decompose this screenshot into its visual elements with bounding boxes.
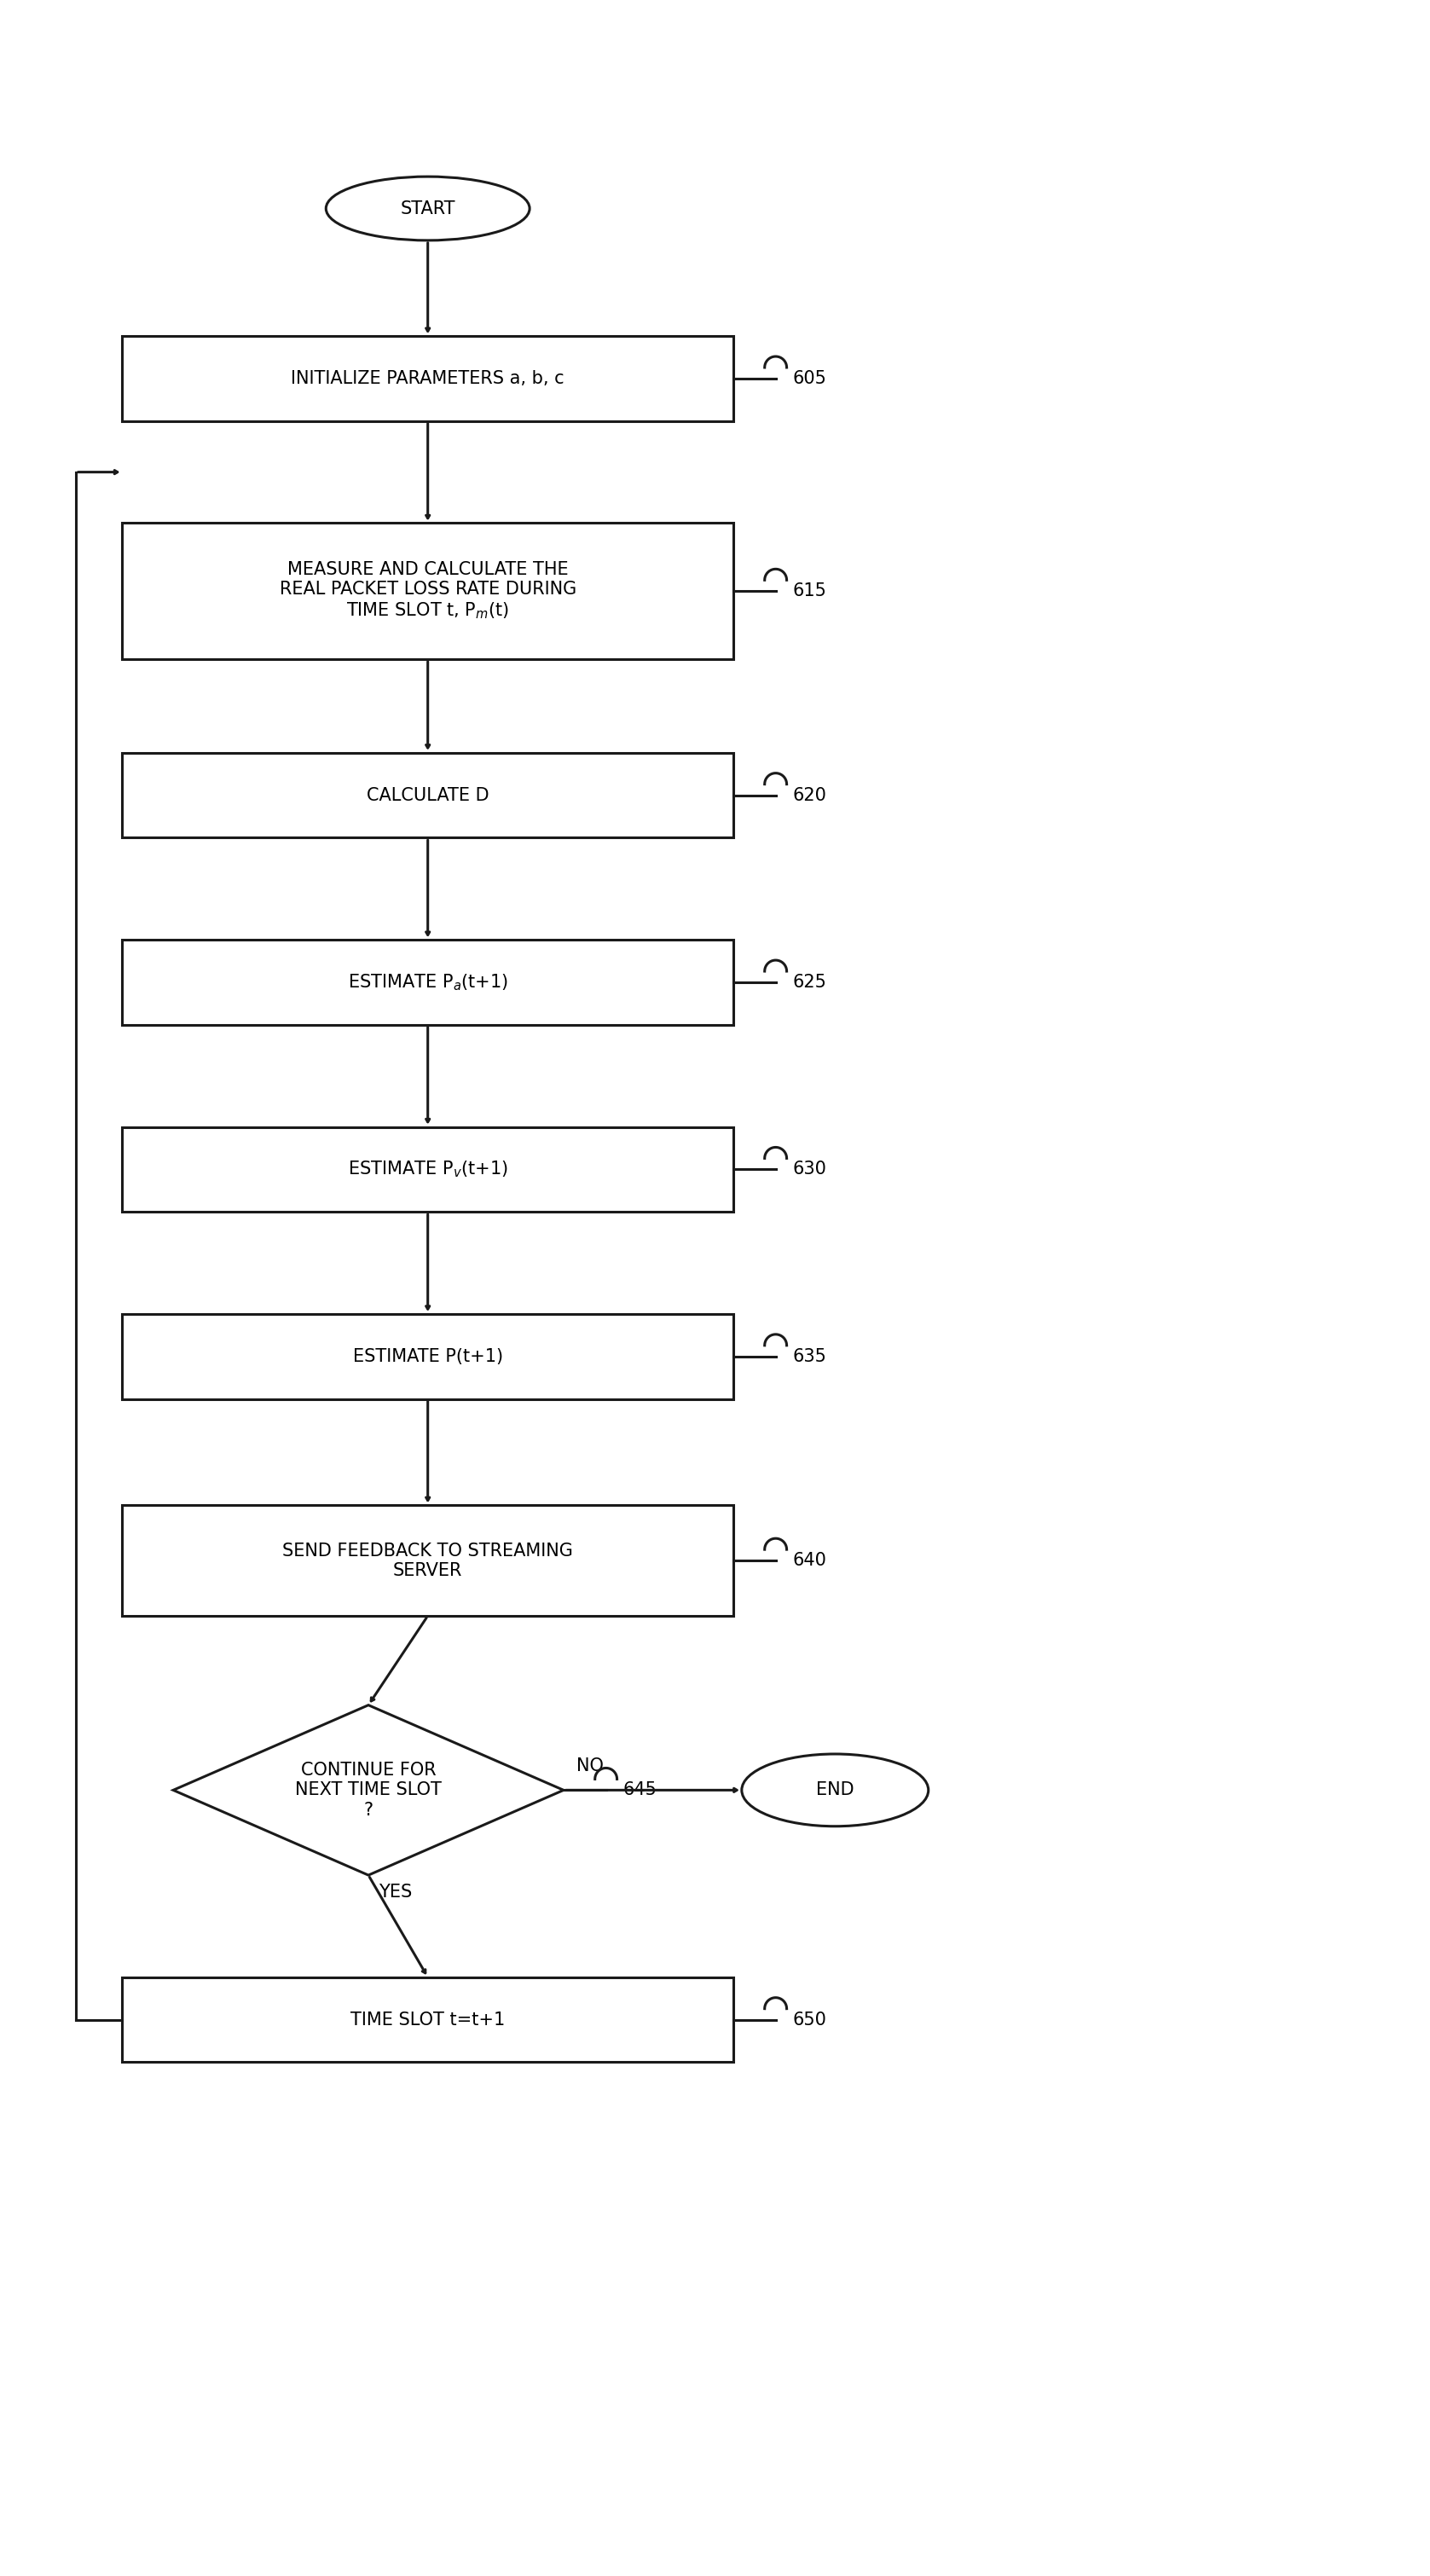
Polygon shape	[173, 1705, 563, 1875]
Text: 650: 650	[792, 2012, 827, 2027]
Bar	[123, 1126, 734, 1211]
Text: 630: 630	[792, 1162, 827, 1177]
Ellipse shape	[326, 178, 529, 240]
Bar	[123, 752, 734, 837]
Text: NO: NO	[576, 1757, 603, 1775]
Text: ESTIMATE P$_v$(t+1): ESTIMATE P$_v$(t+1)	[347, 1159, 508, 1180]
Bar	[123, 1314, 734, 1399]
Text: 645: 645	[623, 1783, 656, 1798]
Text: ESTIMATE P$_a$(t+1): ESTIMATE P$_a$(t+1)	[347, 971, 508, 992]
Text: 635: 635	[792, 1347, 827, 1365]
Text: CALCULATE D: CALCULATE D	[366, 786, 489, 804]
Text: 620: 620	[792, 786, 827, 804]
Text: START: START	[400, 201, 455, 216]
Text: ESTIMATE P(t+1): ESTIMATE P(t+1)	[353, 1347, 503, 1365]
Text: TIME SLOT t=t+1: TIME SLOT t=t+1	[350, 2012, 505, 2027]
Bar	[123, 1978, 734, 2063]
Text: MEASURE AND CALCULATE THE
REAL PACKET LOSS RATE DURING
TIME SLOT t, P$_m$(t): MEASURE AND CALCULATE THE REAL PACKET LO…	[279, 562, 576, 621]
Text: SEND FEEDBACK TO STREAMING
SERVER: SEND FEEDBACK TO STREAMING SERVER	[283, 1543, 573, 1579]
Text: INITIALIZE PARAMETERS a, b, c: INITIALIZE PARAMETERS a, b, c	[292, 371, 565, 386]
Text: YES: YES	[379, 1883, 412, 1901]
Bar	[123, 523, 734, 659]
Text: 640: 640	[792, 1551, 827, 1569]
Text: 605: 605	[792, 371, 827, 386]
Ellipse shape	[742, 1754, 928, 1826]
Text: END: END	[817, 1783, 854, 1798]
Text: 625: 625	[792, 974, 827, 992]
Bar	[123, 335, 734, 420]
Text: 615: 615	[792, 582, 827, 600]
Bar	[123, 1504, 734, 1615]
Bar	[123, 940, 734, 1025]
Text: CONTINUE FOR
NEXT TIME SLOT
?: CONTINUE FOR NEXT TIME SLOT ?	[295, 1762, 442, 1819]
